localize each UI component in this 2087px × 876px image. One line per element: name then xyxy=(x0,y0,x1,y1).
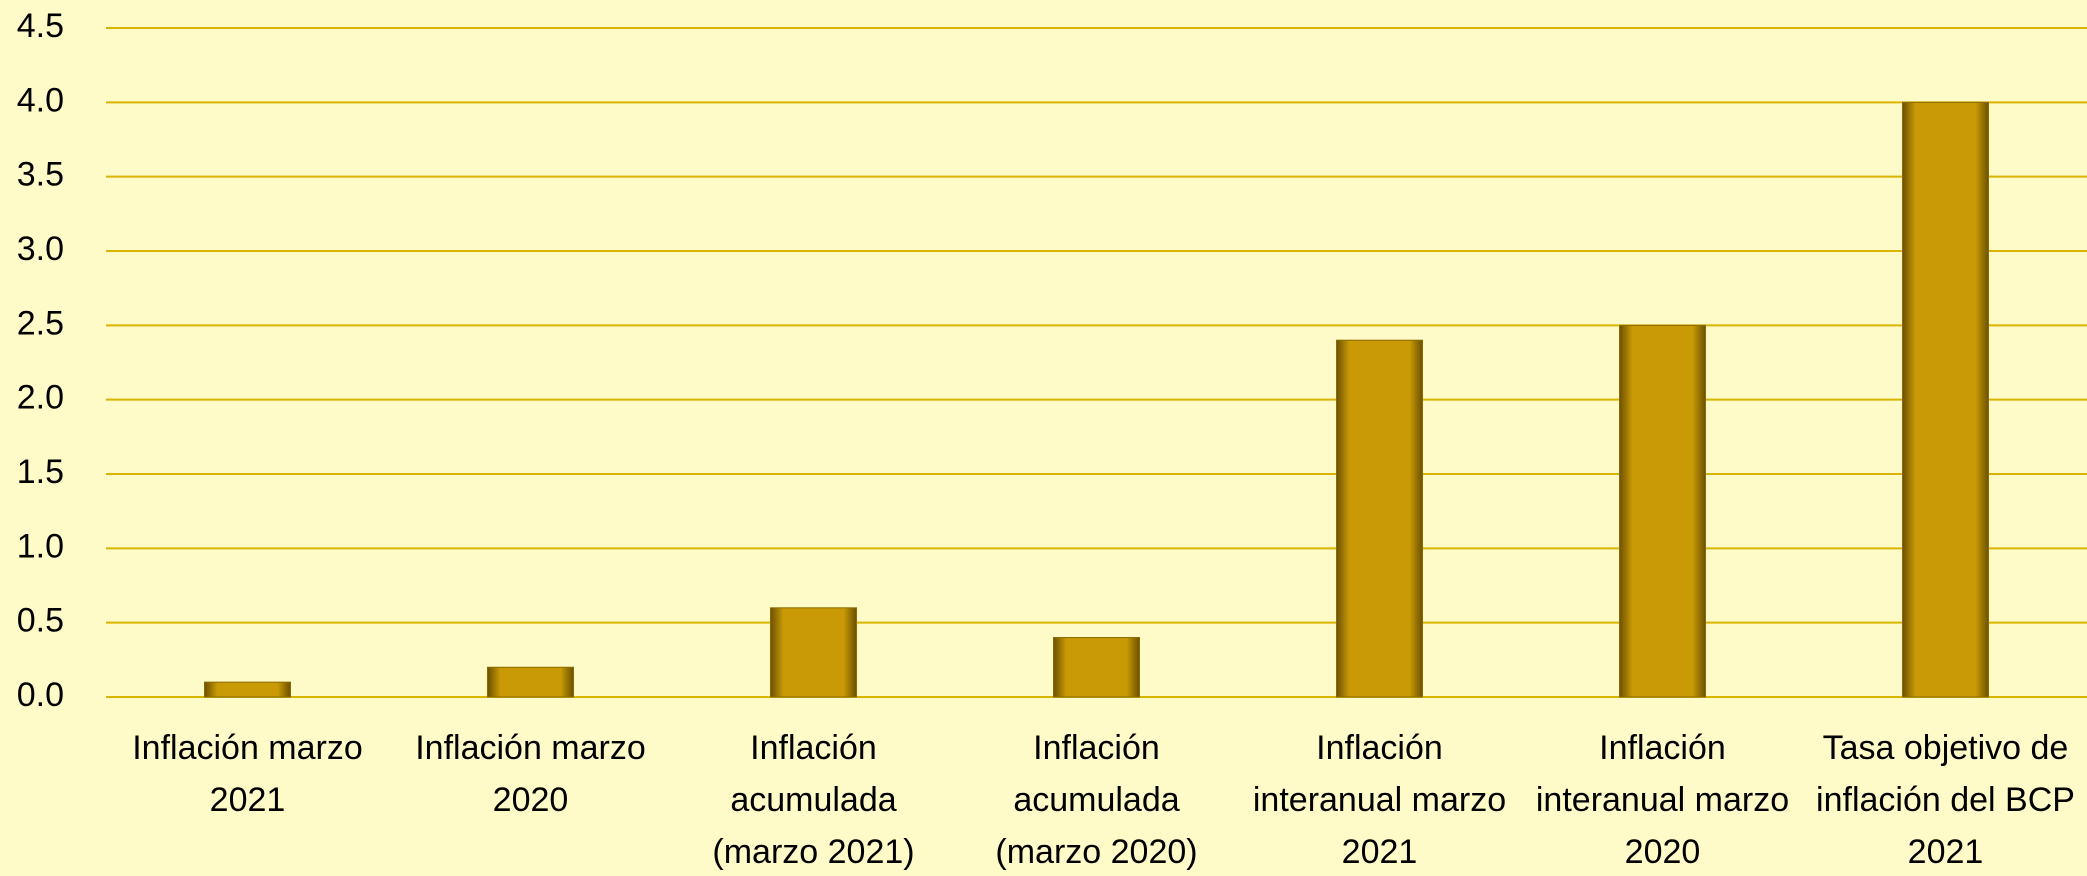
x-tick-label: Inflación acumulada (marzo 2021) xyxy=(712,729,915,871)
y-tick-label: 3.0 xyxy=(17,230,64,268)
y-tick-label: 1.0 xyxy=(17,527,64,565)
x-tick-label: Inflación marzo 2020 xyxy=(415,729,646,819)
y-tick-label: 4.5 xyxy=(17,7,64,45)
bar xyxy=(770,607,857,698)
y-tick-label: 4.0 xyxy=(17,81,64,119)
bar xyxy=(1902,101,1989,698)
y-tick-label: 0.0 xyxy=(17,676,64,714)
x-tick-label: Inflación interanual marzo 2021 xyxy=(1252,729,1507,871)
y-tick-label: 2.5 xyxy=(17,304,64,342)
bar xyxy=(487,666,574,698)
bar xyxy=(1053,637,1140,698)
y-tick-label: 0.5 xyxy=(17,602,64,640)
bar xyxy=(1619,324,1706,698)
x-tick-label: Inflación acumulada (marzo 2020) xyxy=(995,729,1198,871)
bar xyxy=(1336,339,1423,698)
x-tick-label: Tasa objetivo de inflación del BCP 2021 xyxy=(1816,729,2075,871)
x-tick-label: Inflación marzo 2021 xyxy=(132,729,363,819)
bar xyxy=(204,681,291,698)
y-tick-label: 1.5 xyxy=(17,453,64,491)
y-tick-label: 3.5 xyxy=(17,156,64,194)
y-tick-label: 2.0 xyxy=(17,379,64,417)
x-tick-label: Inflación interanual marzo 2020 xyxy=(1535,729,1790,871)
